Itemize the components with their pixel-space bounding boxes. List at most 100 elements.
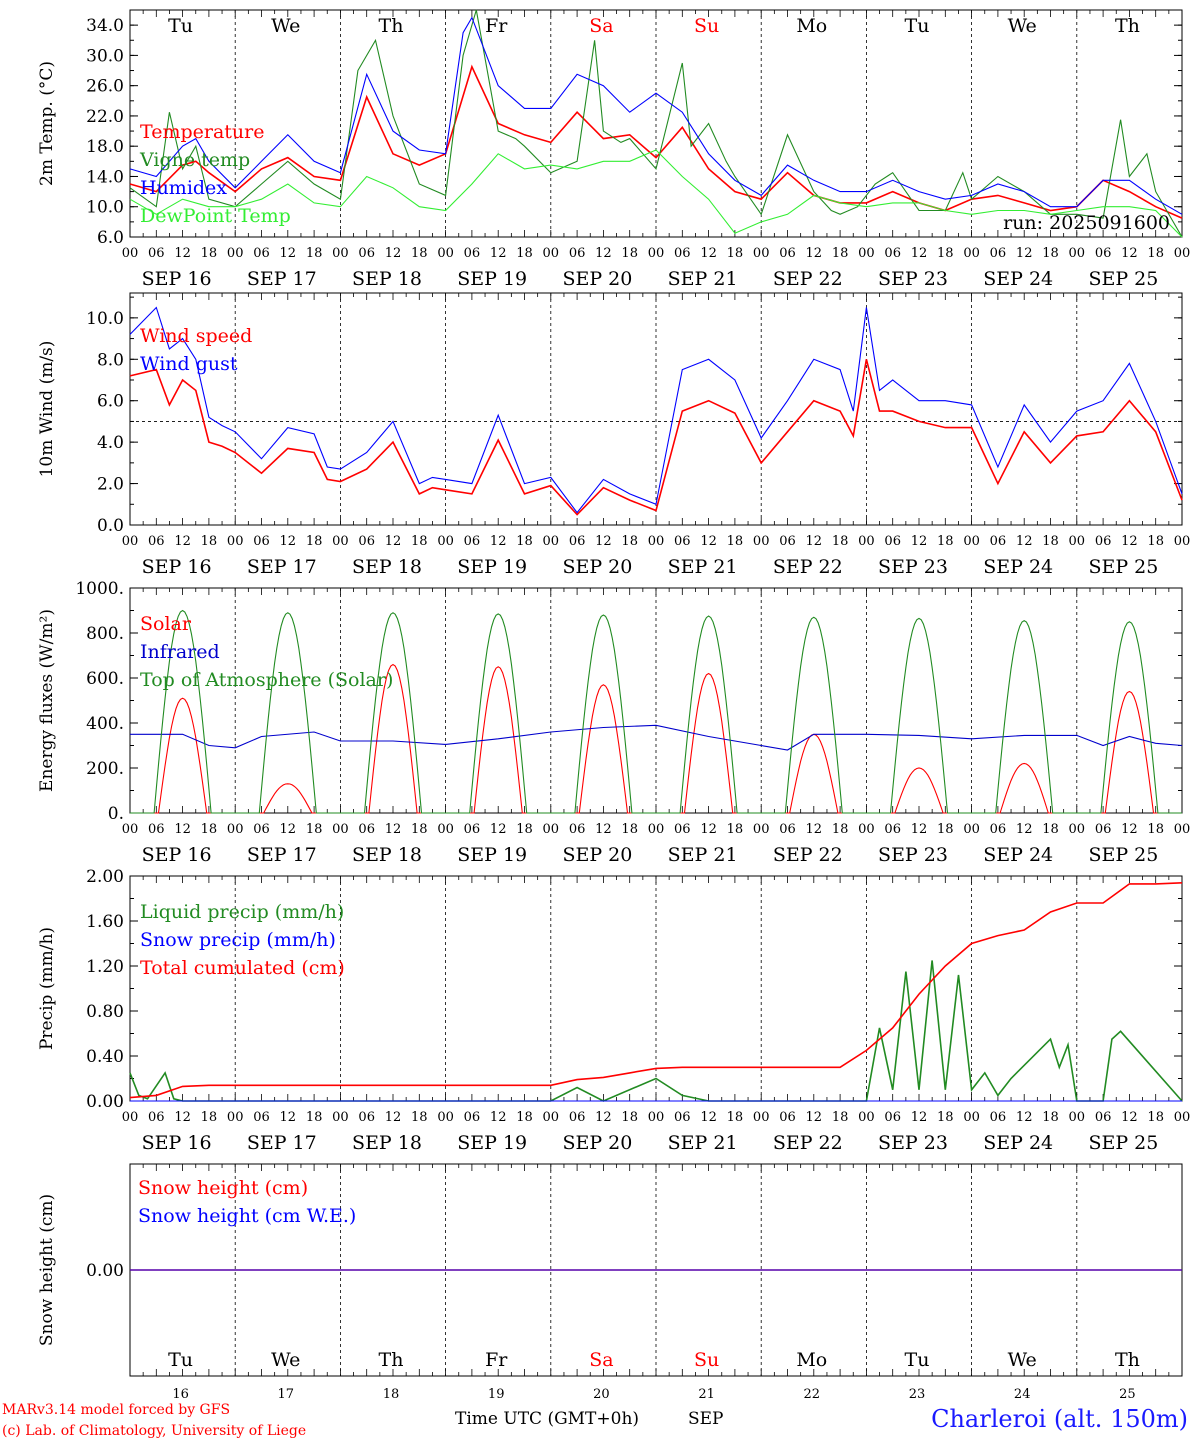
weekday-label: We (1008, 1349, 1037, 1371)
weekday-label: Mo (796, 1349, 827, 1371)
date-label: SEP 19 (457, 556, 527, 578)
hour-tick-label: 12 (174, 822, 191, 837)
date-label: SEP 24 (983, 268, 1053, 290)
hour-tick-label: 00 (753, 534, 770, 549)
hour-tick-label: 12 (1016, 822, 1033, 837)
hour-tick-label: 18 (1042, 246, 1059, 261)
hour-tick-label: 00 (1069, 1110, 1086, 1125)
hour-tick-label: 06 (148, 822, 165, 837)
weekday-label: We (271, 15, 300, 37)
hour-tick-label: 00 (1069, 534, 1086, 549)
series-line-vigne-temp (129, 9, 1183, 238)
hour-tick-label: 12 (1121, 534, 1138, 549)
weekday-label: We (271, 1349, 300, 1371)
weekday-label: Tu (905, 1349, 930, 1371)
legend-entry: Humidex (140, 177, 227, 199)
date-label: SEP 21 (668, 268, 738, 290)
date-label: SEP 25 (1088, 844, 1158, 866)
hour-tick-label: 00 (648, 1110, 665, 1125)
hour-tick-label: 12 (1121, 246, 1138, 261)
y-tick-label: 2.0 (97, 475, 124, 495)
hour-tick-label: 06 (253, 534, 270, 549)
hour-tick-label: 18 (516, 1110, 533, 1125)
series-line-wind-speed (129, 359, 1183, 516)
series-line-infrared (130, 724, 1183, 751)
hour-tick-label: 06 (1095, 822, 1112, 837)
hour-tick-label: 06 (674, 246, 691, 261)
weekday-label: Fr (485, 1349, 508, 1371)
hour-tick-label: 06 (464, 822, 481, 837)
date-label: SEP 23 (878, 556, 948, 578)
series-line-total-cumulated-cm- (129, 882, 1183, 1099)
hour-tick-label: 00 (122, 822, 139, 837)
hour-tick-label: 00 (858, 1110, 875, 1125)
hour-tick-label: 06 (253, 246, 270, 261)
hour-tick-label: 00 (753, 1110, 770, 1125)
date-label: SEP 17 (247, 556, 317, 578)
y-axis-title: Energy fluxes (W/m²) (37, 609, 57, 792)
hour-tick-label: 00 (543, 1110, 560, 1125)
hour-tick-label: 12 (490, 1110, 507, 1125)
weekday-label: Tu (905, 15, 930, 37)
hour-tick-label: 06 (148, 534, 165, 549)
hour-tick-label: 06 (779, 246, 796, 261)
hour-tick-label: 00 (1069, 822, 1086, 837)
y-axis-title: 2m Temp. (°C) (37, 61, 57, 186)
hour-tick-label: 12 (1121, 1110, 1138, 1125)
hour-tick-label: 18 (1147, 246, 1164, 261)
panel-temp: 6.0 10.0 14.0 18.0 22.0 26.0 30.0 34.0 2m Temp. … (37, 9, 1190, 290)
date-label: SEP 20 (562, 1132, 632, 1154)
hour-tick-label: 12 (1016, 534, 1033, 549)
legend-entry: Temperature (140, 121, 264, 143)
hour-tick-label: 18 (832, 246, 849, 261)
hour-tick-label: 18 (1042, 534, 1059, 549)
day-number-label: 21 (698, 1387, 715, 1402)
hour-tick-label: 00 (648, 246, 665, 261)
y-tick-label: 0. (108, 804, 124, 824)
hour-tick-label: 06 (674, 822, 691, 837)
hour-tick-label: 12 (595, 534, 612, 549)
hour-tick-label: 12 (490, 534, 507, 549)
hour-tick-label: 12 (911, 822, 928, 837)
date-label: SEP 21 (668, 844, 738, 866)
hour-tick-label: 00 (648, 534, 665, 549)
y-tick-label: 0.80 (86, 1002, 124, 1022)
hour-tick-label: 00 (437, 822, 454, 837)
weekday-label: We (1008, 15, 1037, 37)
y-tick-label: 26.0 (86, 77, 124, 97)
hour-tick-label: 12 (806, 822, 823, 837)
run-label: run: 2025091600 (1003, 212, 1170, 234)
hour-tick-label: 18 (727, 822, 744, 837)
hour-tick-label: 12 (1016, 246, 1033, 261)
hour-tick-label: 00 (1069, 246, 1086, 261)
y-tick-label: 14.0 (86, 167, 124, 187)
legend-entry: Snow height (cm) (138, 1177, 308, 1199)
weekday-label: Tu (168, 1349, 193, 1371)
hour-tick-label: 00 (1174, 534, 1191, 549)
date-label: SEP 18 (352, 268, 422, 290)
date-label: SEP 21 (668, 1132, 738, 1154)
hour-tick-label: 00 (1174, 1110, 1191, 1125)
weekday-label: Mo (796, 15, 827, 37)
hour-tick-label: 18 (1042, 1110, 1059, 1125)
weekday-label: Tu (168, 15, 193, 37)
hour-tick-label: 00 (543, 822, 560, 837)
hour-tick-label: 00 (753, 246, 770, 261)
hour-tick-label: 00 (963, 246, 980, 261)
date-label: SEP 24 (983, 556, 1053, 578)
hour-tick-label: 00 (858, 822, 875, 837)
date-label: SEP 25 (1088, 556, 1158, 578)
hour-tick-label: 12 (280, 822, 297, 837)
weekday-label: Th (1115, 1349, 1140, 1371)
hour-tick-label: 12 (280, 1110, 297, 1125)
hour-tick-label: 18 (306, 822, 323, 837)
hour-tick-label: 18 (832, 534, 849, 549)
hour-tick-label: 12 (490, 246, 507, 261)
hour-tick-label: 12 (700, 1110, 717, 1125)
legend-entry: Top of Atmosphere (Solar) (140, 669, 393, 691)
hour-tick-label: 06 (779, 534, 796, 549)
y-tick-label: 18.0 (86, 137, 124, 157)
hour-tick-label: 06 (358, 1110, 375, 1125)
hour-tick-label: 18 (201, 1110, 218, 1125)
